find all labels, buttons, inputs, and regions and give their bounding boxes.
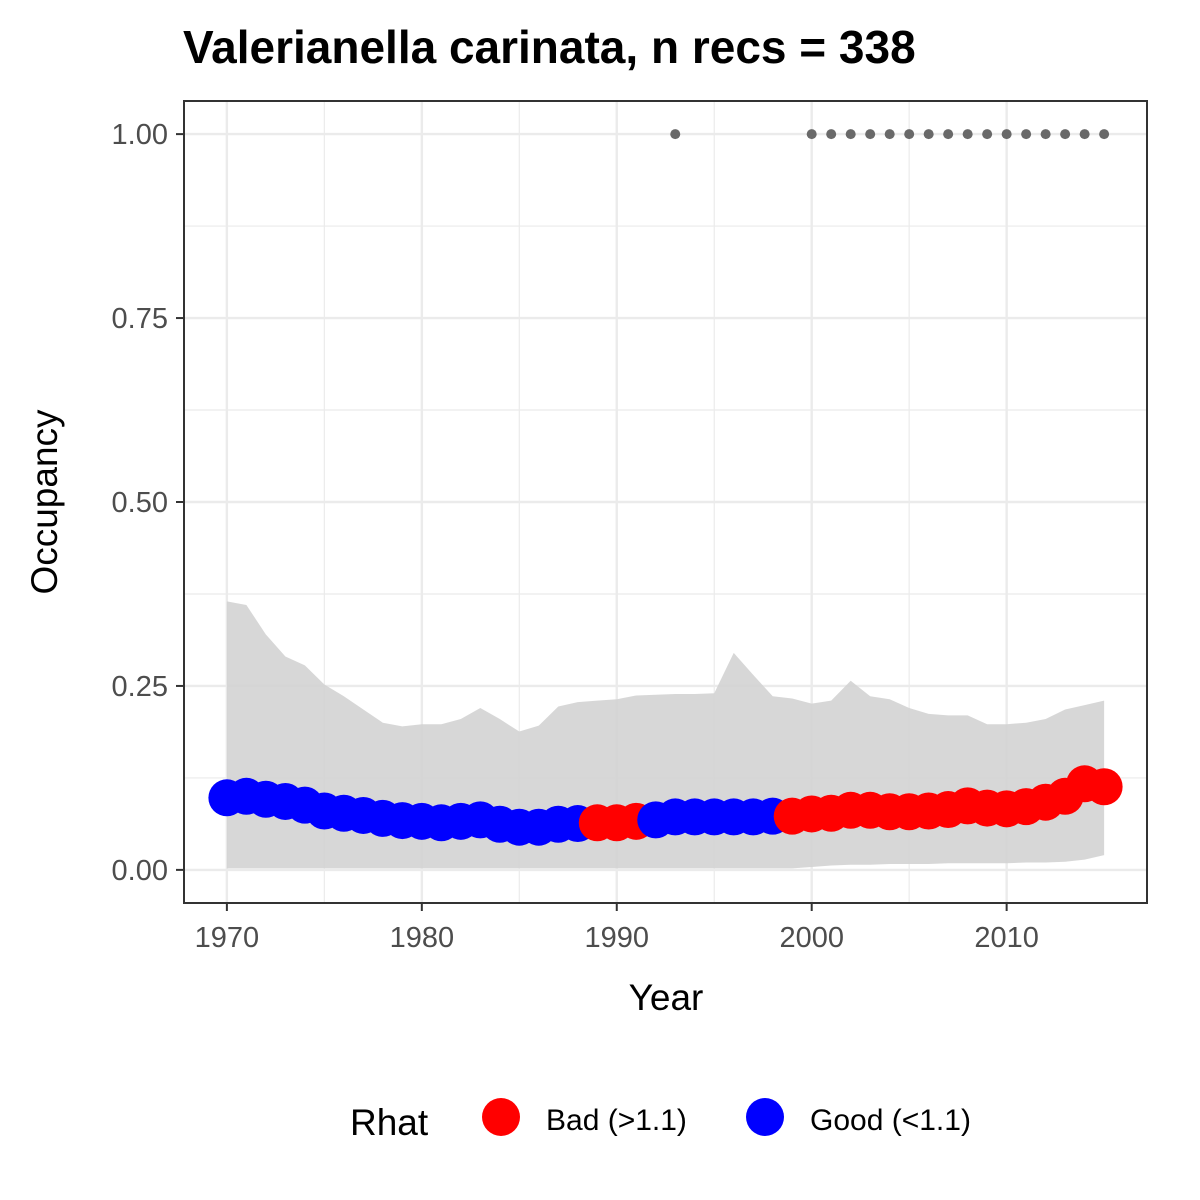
observed-presence-point: [962, 129, 973, 140]
x-tick-label: 1970: [195, 922, 260, 954]
x-axis-ticks: 1970 1980 1990 2000 2010: [195, 903, 1039, 954]
x-tick-label: 2010: [974, 922, 1039, 954]
y-axis-ticks: 0.00 0.25 0.50 0.75 1.00: [112, 119, 184, 887]
observed-presence-point: [845, 129, 856, 140]
y-tick-label: 0.25: [112, 671, 168, 703]
observed-presence-point: [943, 129, 954, 140]
legend: Rhat Bad (>1.1) Good (<1.1): [350, 1098, 971, 1143]
observed-presence-point: [904, 129, 915, 140]
observed-presence-point: [865, 129, 876, 140]
x-tick-label: 1990: [585, 922, 650, 954]
y-axis-title: Occupancy: [24, 409, 65, 595]
legend-key-good: [746, 1098, 784, 1136]
observed-presence-point: [806, 129, 817, 140]
legend-key-bad: [482, 1098, 520, 1136]
legend-label-bad: Bad (>1.1): [546, 1104, 687, 1137]
x-tick-label: 2000: [779, 922, 844, 954]
x-axis-title: Year: [629, 977, 704, 1018]
chart-title: Valerianella carinata, n recs = 338: [183, 21, 916, 73]
observed-presence-point: [1040, 129, 1051, 140]
observed-presence-point: [1021, 129, 1032, 140]
observed-presence-point: [826, 129, 837, 140]
occupancy-point: [1085, 768, 1123, 806]
observed-presence-point: [1001, 129, 1012, 140]
observed-presence-point: [982, 129, 993, 140]
y-tick-label: 0.75: [112, 303, 168, 335]
x-tick-label: 1980: [390, 922, 455, 954]
observed-presence-layer: [670, 129, 1110, 140]
observed-presence-point: [670, 129, 681, 140]
legend-label-good: Good (<1.1): [810, 1104, 971, 1137]
observed-presence-point: [1079, 129, 1090, 140]
y-tick-label: 0.00: [112, 855, 168, 887]
observed-presence-point: [1099, 129, 1110, 140]
occupancy-points-layer: [208, 765, 1123, 846]
observed-presence-point: [884, 129, 895, 140]
y-tick-label: 1.00: [112, 119, 168, 151]
observed-presence-point: [1060, 129, 1071, 140]
y-tick-label: 0.50: [112, 487, 168, 519]
observed-presence-point: [923, 129, 934, 140]
legend-title: Rhat: [350, 1102, 429, 1143]
